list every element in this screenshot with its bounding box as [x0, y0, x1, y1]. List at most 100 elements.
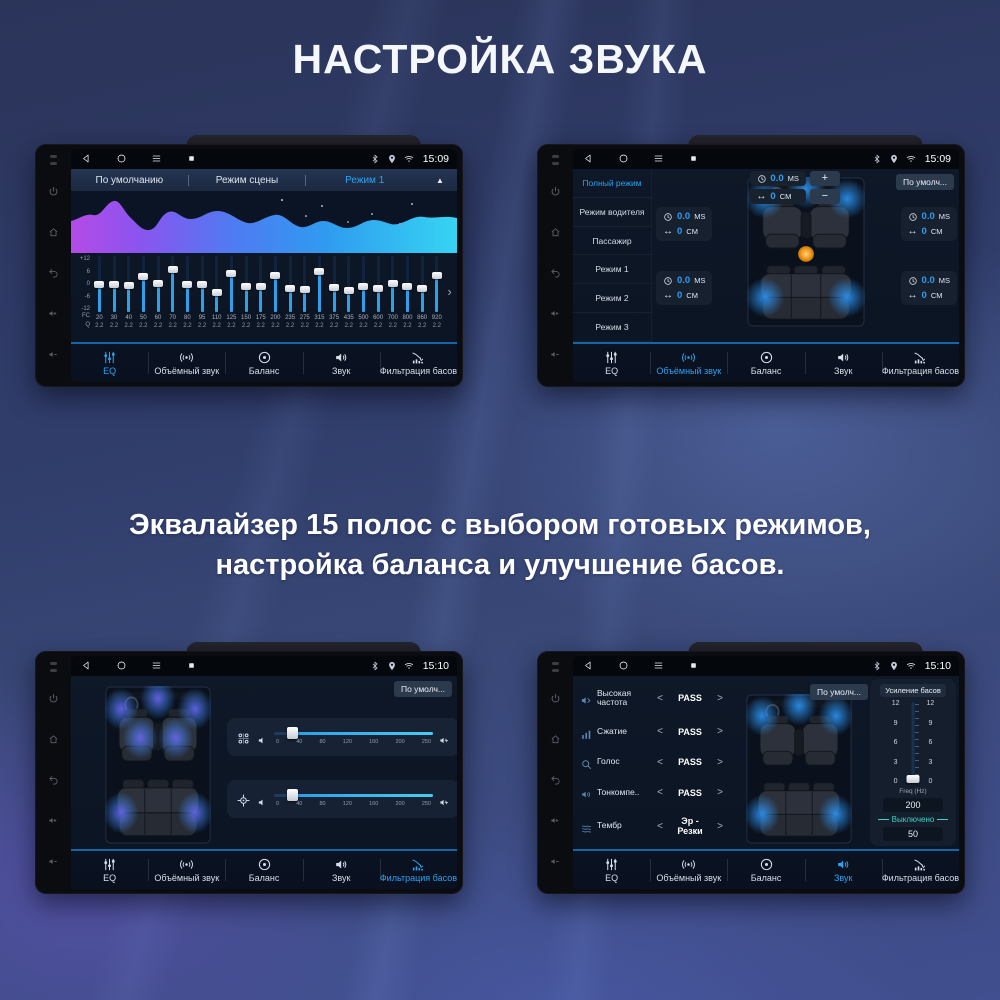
power-button[interactable] — [550, 186, 561, 197]
delay-panel-rear-right[interactable]: 0.0 MS ↔ 0 CM — [900, 271, 957, 305]
eq-band-handle[interactable] — [197, 280, 208, 288]
next-option-button[interactable]: > — [717, 692, 723, 704]
eq-band-600[interactable]: 600 2.2 — [371, 256, 386, 342]
eq-band-80[interactable]: 80 2.2 — [180, 256, 195, 342]
volume-up-button[interactable] — [550, 308, 561, 319]
nav-screenshot-button[interactable] — [186, 657, 197, 675]
eq-band-handle[interactable] — [226, 270, 237, 278]
prev-option-button[interactable]: < — [657, 726, 663, 738]
delay-panel-front-left[interactable]: 0.0 MS ↔ 0 CM — [656, 207, 713, 241]
tab-eq[interactable]: EQ — [573, 344, 650, 382]
tab-sound[interactable]: Звук — [302, 344, 380, 382]
eq-band-handle[interactable] — [94, 280, 105, 288]
eq-band-50[interactable]: 50 2.2 — [136, 256, 151, 342]
back-button[interactable] — [48, 267, 59, 278]
tab-surround[interactable]: Объёмный звук — [148, 344, 225, 382]
volume-up-button[interactable] — [48, 308, 59, 319]
freq-option-below[interactable]: 50 — [883, 827, 943, 841]
eq-band-500[interactable]: 500 2.2 — [356, 256, 371, 342]
default-button[interactable]: По умолч... — [393, 681, 452, 697]
nav-screenshot-button[interactable] — [186, 150, 197, 168]
eq-band-handle[interactable] — [299, 285, 310, 293]
home-button[interactable] — [550, 227, 561, 238]
bass-boost-handle[interactable] — [906, 775, 920, 783]
nav-screenshot-button[interactable] — [688, 657, 699, 675]
delay-plus-button[interactable]: + — [809, 171, 840, 186]
eq-band-handle[interactable] — [285, 284, 296, 292]
eq-band-60[interactable]: 60 2.2 — [151, 256, 166, 342]
nav-back-button[interactable] — [583, 657, 594, 675]
delay-values[interactable]: 0.0 MS ↔ 0 CM — [749, 171, 806, 204]
tab-balance[interactable]: Баланс — [727, 851, 804, 889]
back-button[interactable] — [550, 267, 561, 278]
nav-back-button[interactable] — [583, 150, 594, 168]
eq-band-handle[interactable] — [373, 284, 384, 292]
eq-band-handle[interactable] — [329, 283, 340, 291]
tab-bass[interactable]: Фильтрация басов — [881, 851, 959, 889]
preset-default[interactable]: По умолчанию — [95, 174, 164, 186]
power-button[interactable] — [550, 693, 561, 704]
delay-minus-button[interactable]: − — [809, 189, 840, 204]
tab-eq[interactable]: EQ — [71, 344, 148, 382]
freq-status-off[interactable]: Выключено — [877, 815, 949, 824]
eq-band-700[interactable]: 700 2.2 — [385, 256, 400, 342]
eq-band-315[interactable]: 315 2.2 — [312, 256, 327, 342]
home-button[interactable] — [48, 227, 59, 238]
eq-more-bands-button[interactable]: › — [447, 283, 452, 299]
tab-bass[interactable]: Фильтрация басов — [379, 344, 457, 382]
surround-mode-item[interactable]: Полный режим — [573, 169, 651, 198]
tab-eq[interactable]: EQ — [573, 851, 650, 889]
collapse-arrow-icon[interactable]: ▲ — [436, 175, 444, 185]
eq-band-435[interactable]: 435 2.2 — [341, 256, 356, 342]
nav-back-button[interactable] — [81, 657, 92, 675]
volume-down-button[interactable] — [550, 856, 561, 867]
volume-down-button[interactable] — [550, 349, 561, 360]
eq-band-handle[interactable] — [270, 272, 281, 280]
bass-filter-slider-subwoofer[interactable]: 0 40 80 120 160 200 250 — [274, 787, 433, 811]
next-option-button[interactable]: > — [717, 756, 723, 768]
eq-band-125[interactable]: 125 2.2 — [224, 256, 239, 342]
eq-band-800[interactable]: 800 2.2 — [400, 256, 415, 342]
eq-band-handle[interactable] — [241, 282, 252, 290]
eq-band-handle[interactable] — [431, 272, 442, 280]
tab-balance[interactable]: Баланс — [225, 344, 302, 382]
nav-screenshot-button[interactable] — [688, 150, 699, 168]
tab-bass[interactable]: Фильтрация басов — [379, 851, 457, 889]
prev-option-button[interactable]: < — [657, 820, 663, 832]
eq-band-200[interactable]: 200 2.2 — [268, 256, 283, 342]
eq-band-40[interactable]: 40 2.2 — [121, 256, 136, 342]
eq-band-70[interactable]: 70 2.2 — [165, 256, 180, 342]
eq-band-920[interactable]: 920 2.2 — [429, 256, 444, 342]
delay-panel-front-right[interactable]: 0.0 MS ↔ 0 CM — [900, 207, 957, 241]
slider-handle[interactable] — [286, 727, 298, 739]
eq-band-handle[interactable] — [182, 280, 193, 288]
eq-band-150[interactable]: 150 2.2 — [239, 256, 254, 342]
eq-band-375[interactable]: 375 2.2 — [327, 256, 342, 342]
tab-surround[interactable]: Объёмный звук — [650, 344, 727, 382]
eq-band-handle[interactable] — [417, 284, 428, 292]
tab-sound[interactable]: Звук — [804, 344, 882, 382]
eq-band-handle[interactable] — [138, 273, 149, 281]
eq-band-275[interactable]: 275 2.2 — [297, 256, 312, 342]
eq-band-20[interactable]: 20 2.2 — [92, 256, 107, 342]
freq-option-above[interactable]: 200 — [883, 798, 943, 812]
back-button[interactable] — [48, 774, 59, 785]
tab-sound[interactable]: Звук — [804, 851, 882, 889]
tab-bass[interactable]: Фильтрация басов — [881, 344, 959, 382]
surround-mode-item[interactable]: Режим 1 — [573, 255, 651, 285]
volume-up-button[interactable] — [48, 815, 59, 826]
tab-balance[interactable]: Баланс — [727, 344, 804, 382]
eq-band-handle[interactable] — [387, 279, 398, 287]
tab-balance[interactable]: Баланс — [225, 851, 302, 889]
power-button[interactable] — [48, 186, 59, 197]
home-button[interactable] — [550, 734, 561, 745]
nav-home-button[interactable] — [116, 150, 127, 168]
tab-surround[interactable]: Объёмный звук — [650, 851, 727, 889]
tab-eq[interactable]: EQ — [71, 851, 148, 889]
default-button[interactable]: По умолч... — [895, 174, 954, 190]
nav-menu-button[interactable] — [151, 150, 162, 168]
next-option-button[interactable]: > — [717, 787, 723, 799]
prev-option-button[interactable]: < — [657, 756, 663, 768]
tab-sound[interactable]: Звук — [302, 851, 380, 889]
eq-band-handle[interactable] — [358, 282, 369, 290]
